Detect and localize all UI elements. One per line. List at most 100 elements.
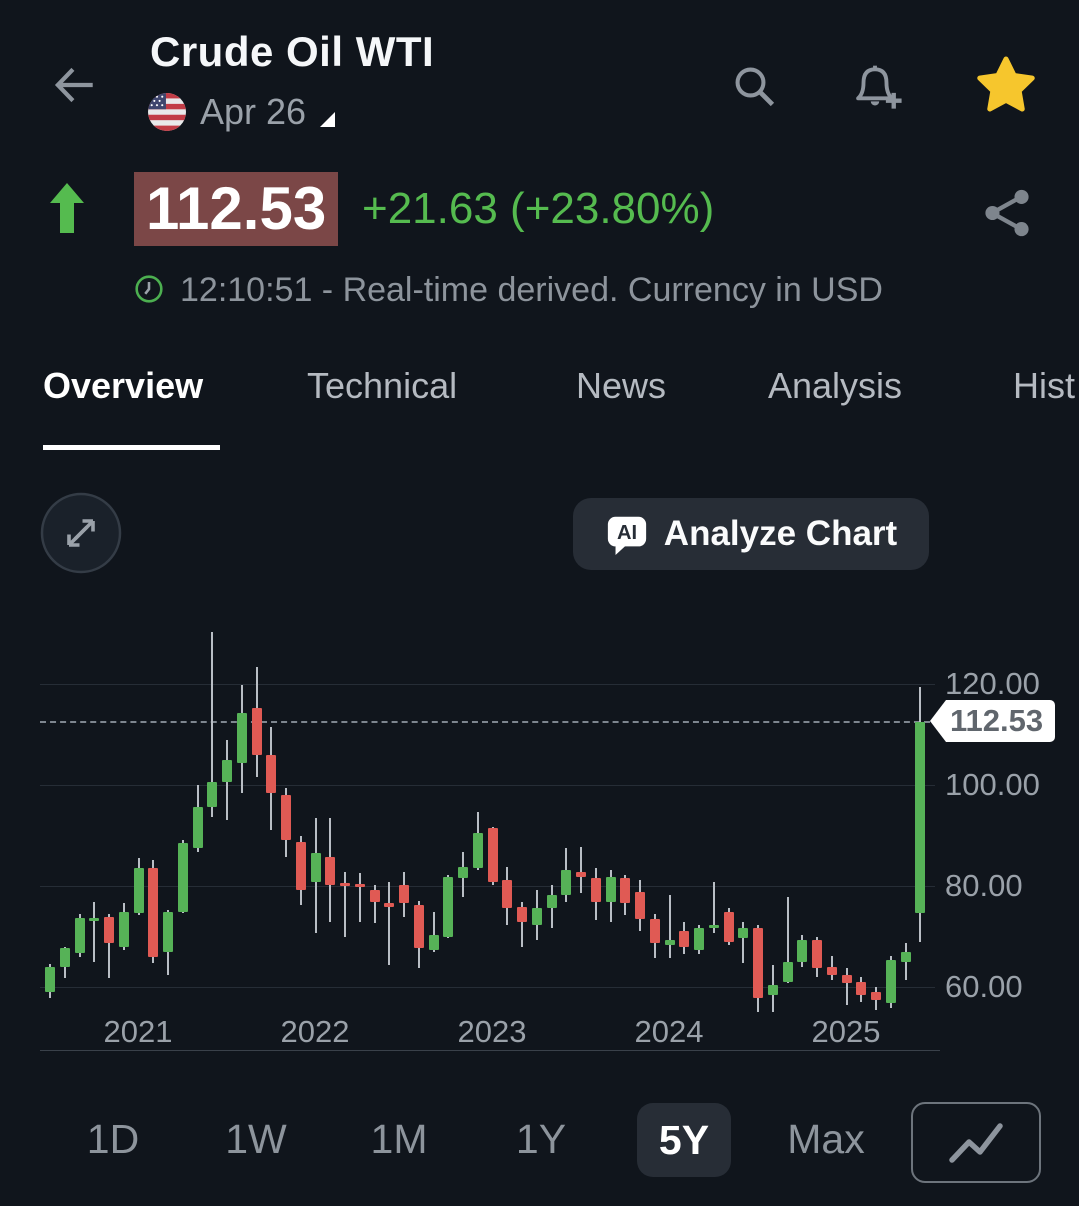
corner-triangle-icon bbox=[320, 111, 336, 127]
candle-body bbox=[104, 916, 114, 944]
price-change: +21.63 (+23.80%) bbox=[362, 184, 714, 234]
candle-body bbox=[590, 877, 601, 903]
last-price: 112.53 bbox=[134, 172, 339, 246]
candle-body bbox=[738, 927, 749, 938]
gridline bbox=[40, 785, 935, 786]
candle-body bbox=[502, 879, 513, 909]
candle-body bbox=[251, 708, 262, 756]
candle-body bbox=[649, 918, 660, 944]
tab-technical[interactable]: Technical bbox=[307, 365, 458, 406]
x-axis-year: 2024 bbox=[634, 1014, 704, 1049]
candle-wick bbox=[432, 911, 435, 953]
share-icon[interactable] bbox=[980, 186, 1034, 240]
y-axis-tick: 120.00 bbox=[945, 666, 1040, 701]
range-1w[interactable]: 1W bbox=[225, 1116, 287, 1162]
last-price-dotted-line bbox=[40, 721, 930, 723]
candle-body bbox=[89, 917, 100, 921]
date-label: Apr 26 bbox=[200, 91, 307, 132]
candle-body bbox=[797, 940, 808, 962]
candle-body bbox=[694, 927, 704, 951]
candle-body bbox=[576, 871, 586, 877]
candle-body bbox=[472, 832, 483, 868]
star-icon[interactable] bbox=[976, 54, 1036, 114]
clock-icon bbox=[135, 275, 163, 303]
candle-wick bbox=[373, 884, 376, 923]
candle-body bbox=[413, 905, 424, 949]
candle-body bbox=[708, 924, 719, 928]
candle-body bbox=[900, 952, 911, 962]
candle-body bbox=[369, 890, 380, 903]
candle-body bbox=[148, 867, 159, 957]
candle-body bbox=[207, 781, 218, 808]
tab-overview[interactable]: Overview bbox=[43, 365, 204, 406]
change-percent: (+23.80%) bbox=[510, 184, 715, 233]
search-icon[interactable] bbox=[728, 60, 782, 114]
candle-wick bbox=[388, 881, 391, 965]
candle-wick bbox=[93, 902, 96, 962]
candle-body bbox=[295, 842, 306, 891]
back-arrow-icon[interactable] bbox=[50, 60, 100, 110]
candle-body bbox=[487, 827, 498, 882]
candle-body bbox=[679, 931, 690, 947]
candle-body bbox=[118, 911, 129, 948]
x-axis-line bbox=[40, 1050, 940, 1051]
candle-body bbox=[723, 911, 734, 943]
chart-style-button[interactable] bbox=[911, 1102, 1041, 1183]
candle-wick bbox=[712, 881, 715, 933]
candle-body bbox=[871, 992, 881, 1001]
range-1m[interactable]: 1M bbox=[370, 1116, 428, 1162]
candle-body bbox=[826, 966, 837, 975]
change-value: +21.63 bbox=[362, 184, 498, 233]
candle-body bbox=[281, 795, 291, 841]
bell-add-icon[interactable] bbox=[846, 56, 904, 114]
range-1d[interactable]: 1D bbox=[86, 1116, 140, 1162]
tab-history[interactable]: Hist bbox=[1013, 365, 1075, 406]
candle-body bbox=[458, 866, 468, 878]
x-axis-year: 2025 bbox=[811, 1014, 881, 1049]
candle-body bbox=[399, 884, 409, 904]
candle-wick bbox=[786, 897, 789, 983]
candle-body bbox=[192, 807, 203, 849]
analyze-chart-button[interactable]: AI Analyze Chart bbox=[573, 498, 929, 570]
y-axis-tick: 100.00 bbox=[945, 767, 1040, 802]
candle-wick bbox=[668, 895, 671, 958]
candle-body bbox=[310, 853, 321, 882]
candle-body bbox=[443, 876, 454, 937]
candle-body bbox=[915, 721, 926, 913]
range-1y[interactable]: 1Y bbox=[515, 1116, 567, 1162]
candle-body bbox=[664, 940, 675, 946]
ai-chat-bubble-icon: AI bbox=[607, 516, 646, 556]
gridline bbox=[40, 684, 935, 685]
candle-body bbox=[885, 959, 896, 1004]
candle-body bbox=[266, 755, 277, 794]
y-axis-tick: 80.00 bbox=[945, 868, 1023, 903]
candle-body bbox=[517, 907, 527, 922]
candle-wick bbox=[344, 871, 346, 937]
candle-body bbox=[59, 948, 70, 967]
candle-wick bbox=[580, 847, 582, 894]
candle-body bbox=[74, 917, 85, 954]
price-tag-value: 112.53 bbox=[946, 700, 1056, 742]
candle-body bbox=[605, 876, 616, 903]
candle-body bbox=[384, 903, 395, 908]
candle-body bbox=[841, 974, 852, 983]
tab-news[interactable]: News bbox=[576, 365, 667, 406]
candle-body bbox=[133, 867, 144, 913]
date-selector[interactable]: Apr 26 bbox=[148, 91, 336, 132]
candle-wick bbox=[358, 872, 361, 922]
range-max[interactable]: Max bbox=[787, 1116, 865, 1162]
candle-body bbox=[236, 712, 247, 763]
candle-wick bbox=[845, 967, 848, 1005]
range-5y[interactable]: 5Y bbox=[637, 1103, 731, 1177]
analyze-chart-label: Analyze Chart bbox=[663, 514, 898, 553]
candle-wick bbox=[742, 921, 745, 963]
candle-body bbox=[620, 877, 631, 904]
tab-analysis[interactable]: Analysis bbox=[768, 365, 903, 406]
candle-body bbox=[163, 911, 173, 953]
page-title: Crude Oil WTI bbox=[150, 28, 435, 75]
candle-body bbox=[45, 966, 55, 993]
candle-body bbox=[856, 981, 867, 996]
expand-arrows-icon[interactable] bbox=[39, 491, 123, 575]
